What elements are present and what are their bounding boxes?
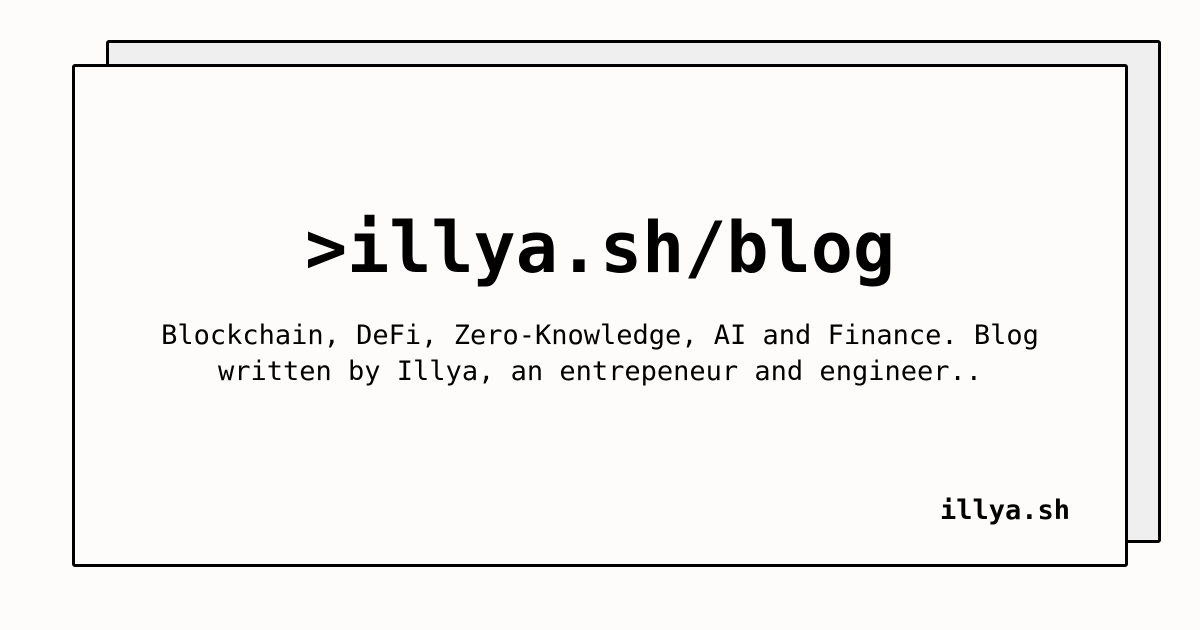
site-label: illya.sh	[939, 495, 1070, 526]
blog-description: Blockchain, DeFi, Zero-Knowledge, AI and…	[161, 320, 1039, 387]
front-card	[72, 64, 1128, 567]
blog-title: >illya.sh/blog	[304, 207, 895, 289]
